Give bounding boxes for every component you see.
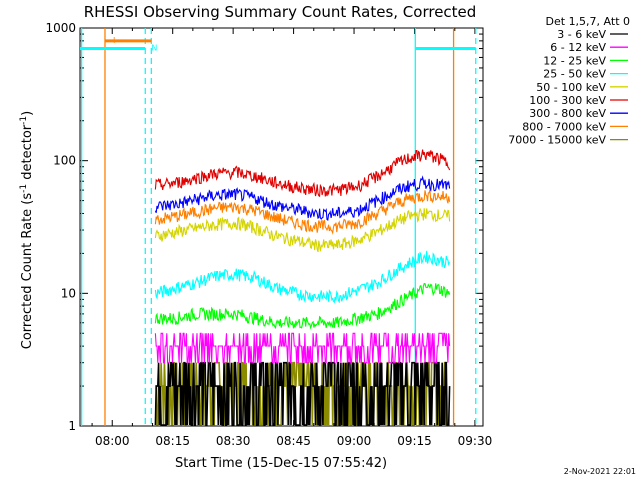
- legend-label: 25 - 50 keV: [543, 68, 606, 81]
- series-50-100-kev: [154, 207, 451, 253]
- x-tick-label: 09:00: [337, 434, 372, 448]
- legend-label: 12 - 25 keV: [543, 54, 606, 67]
- series-trace: [154, 361, 451, 426]
- y-axis-label-sup2: -1: [19, 116, 29, 125]
- series-trace: [154, 149, 451, 198]
- series-trace: [154, 332, 451, 364]
- series-layer: [154, 149, 451, 426]
- plot-area: [79, 27, 484, 427]
- series-3-6-kev: [154, 361, 451, 426]
- legend-label: 50 - 100 keV: [536, 81, 606, 94]
- legend-label: 800 - 7000 keV: [522, 120, 606, 133]
- flag-lines: NI: [80, 28, 477, 426]
- series-800-7000-kev: [154, 189, 451, 236]
- flag-label: I: [113, 36, 115, 45]
- y-axis-label-sup1: -1: [19, 184, 29, 193]
- series-trace: [154, 175, 451, 221]
- series-trace: [154, 207, 451, 253]
- y-axis-label: Corrected Count Rate (s-1 detector-1): [19, 111, 35, 349]
- legend-label: 100 - 300 keV: [529, 94, 606, 107]
- y-tick-label: 100: [53, 154, 76, 168]
- x-tick-labels: 08:00 08:15 08:30 08:45 09:00 09:15 09:30: [95, 434, 492, 448]
- legend-label: 300 - 800 keV: [529, 107, 606, 120]
- y-tick-label: 1: [68, 419, 76, 433]
- x-tick-label: 08:30: [216, 434, 251, 448]
- series-6-12-kev: [154, 332, 451, 364]
- series-trace: [154, 250, 451, 304]
- x-tick-label: 09:15: [397, 434, 432, 448]
- x-tick-label: 08:45: [276, 434, 311, 448]
- x-tick-label: 08:15: [155, 434, 190, 448]
- series-300-800-kev: [154, 175, 451, 221]
- series-trace: [154, 282, 451, 330]
- legend-header: Det 1,5,7, Att 0: [546, 15, 630, 28]
- legend-label: 3 - 6 keV: [557, 28, 606, 41]
- x-tick-label: 09:30: [458, 434, 493, 448]
- series-100-300-kev: [154, 149, 451, 198]
- series-12-25-kev: [154, 282, 451, 330]
- y-tick-labels: 1 10 100 1000: [45, 21, 76, 433]
- y-axis-label-main: Corrected Count Rate (s: [20, 193, 35, 350]
- legend-label: 7000 - 15000 keV: [508, 134, 606, 147]
- legend-label: 6 - 12 keV: [550, 41, 606, 54]
- y-tick-label: 10: [61, 286, 76, 300]
- x-tick-label: 08:00: [95, 434, 130, 448]
- y-tick-label: 1000: [45, 21, 76, 35]
- footer-timestamp: 2-Nov-2021 22:01: [564, 467, 636, 476]
- series-25-50-kev: [154, 250, 451, 304]
- chart-title: RHESSI Observing Summary Count Rates, Co…: [84, 3, 477, 21]
- flag-label: N: [151, 44, 157, 53]
- series-trace: [154, 189, 451, 236]
- y-axis-label-end: ): [20, 111, 35, 116]
- x-axis-label: Start Time (15-Dec-15 07:55:42): [175, 456, 387, 471]
- y-axis-label-mid: detector: [20, 124, 35, 184]
